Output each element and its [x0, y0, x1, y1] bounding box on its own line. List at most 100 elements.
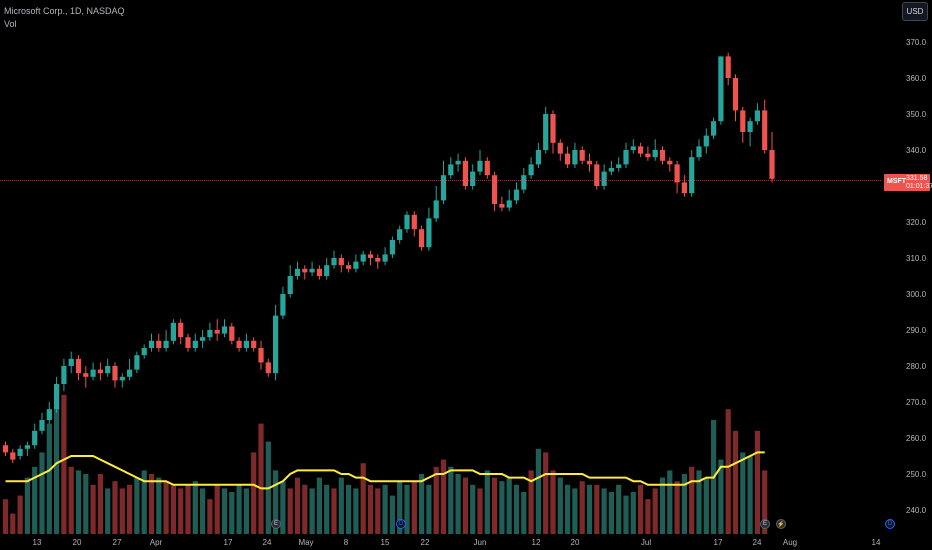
candle-body: [645, 153, 651, 158]
candle-body: [214, 330, 220, 334]
candle-body: [302, 268, 308, 273]
candle-body: [134, 355, 140, 370]
volume-bar: [127, 484, 133, 534]
volume-bar: [725, 409, 731, 534]
candle: [404, 211, 410, 233]
time-axis[interactable]: 13 20 27 Apr 17 24 May 8 15 22 Jun 12 20 Jul 17 24 Aug 14: [33, 538, 881, 547]
candle-body: [2, 445, 9, 453]
candle: [652, 139, 658, 161]
candle: [316, 265, 322, 280]
price-tick-label: 300.0: [906, 290, 927, 299]
volume-bar: [667, 470, 673, 534]
volume-bar: [740, 452, 746, 534]
volume-bar: [324, 484, 330, 534]
candle: [572, 142, 578, 168]
candle-body: [338, 258, 344, 266]
volume-bar: [185, 484, 191, 534]
candle-body: [433, 200, 439, 219]
candle: [156, 333, 162, 352]
time-tick-label: Jun: [474, 538, 487, 547]
candle-body: [543, 114, 549, 150]
candle-body: [769, 150, 775, 179]
time-tick-label: May: [298, 538, 313, 547]
candle-body: [265, 362, 271, 374]
time-tick-label: 14: [872, 538, 881, 547]
candle: [39, 412, 45, 435]
candle-body: [24, 445, 30, 449]
volume-bar: [24, 477, 30, 534]
volume-bar: [455, 474, 461, 534]
candle-body: [46, 409, 52, 420]
candle: [681, 175, 687, 197]
volume-bar: [594, 484, 600, 534]
volume-bar: [243, 488, 249, 534]
candle: [674, 160, 680, 194]
volume-bar: [616, 484, 622, 534]
time-tick-label: 27: [113, 538, 122, 547]
candle: [360, 250, 366, 266]
candle-body: [105, 366, 111, 374]
split-marker[interactable]: ⚡: [776, 519, 786, 529]
volume-bars: [2, 394, 768, 534]
candle-body: [309, 268, 315, 273]
price-tick-label: 280.0: [906, 362, 927, 371]
time-tick-label: 20: [571, 538, 580, 547]
volume-bar: [645, 499, 651, 534]
candle: [762, 99, 768, 154]
candle: [696, 139, 702, 161]
volume-bar: [543, 452, 549, 534]
candle-body: [732, 78, 739, 111]
candle: [127, 358, 133, 381]
dividend-marker-1[interactable]: D: [396, 519, 406, 529]
candle: [455, 153, 461, 172]
volume-bar: [338, 477, 344, 534]
candle: [601, 164, 607, 190]
volume-bar: [68, 466, 74, 534]
volume-bar: [484, 470, 490, 534]
volume-bar: [302, 484, 308, 534]
candle: [287, 265, 293, 298]
candle-body: [90, 369, 96, 377]
volume-bar: [557, 477, 563, 534]
candle-body: [39, 420, 45, 431]
candle-body: [754, 110, 760, 122]
candle: [747, 117, 753, 147]
candle: [229, 322, 235, 345]
volume-bar: [462, 477, 468, 534]
volume-bar: [54, 405, 60, 534]
price-axis[interactable]: 370.0360.0350.0340.0330.0320.0310.0300.0…: [906, 38, 927, 515]
volume-bar: [229, 492, 235, 534]
earnings-marker-1[interactable]: E: [271, 519, 281, 529]
volume-bar: [346, 484, 352, 534]
price-candles: [2, 52, 775, 464]
candle: [251, 337, 257, 352]
candle-body: [367, 254, 374, 258]
candle-body: [32, 430, 38, 446]
candle: [258, 340, 264, 370]
candle: [163, 330, 169, 352]
candle: [221, 319, 228, 338]
candle: [586, 153, 593, 172]
currency-button[interactable]: USD: [902, 2, 928, 21]
volume-bar: [506, 477, 512, 534]
candle: [426, 207, 432, 251]
candle-body: [470, 171, 476, 186]
dividend-marker-2[interactable]: D: [885, 519, 895, 529]
candle: [397, 225, 403, 244]
candle: [134, 351, 140, 374]
candle-body: [54, 384, 60, 410]
candle: [711, 117, 717, 140]
candle: [200, 330, 206, 348]
candle: [440, 160, 447, 204]
price-tick-label: 370.0: [906, 38, 927, 47]
volume-bar: [572, 488, 578, 534]
candle-body: [112, 366, 118, 381]
candle-body: [623, 150, 629, 165]
volume-bar: [156, 477, 162, 534]
candle-body: [192, 340, 198, 348]
volume-moving-average-line: [5, 451, 765, 490]
earnings-marker-2[interactable]: E: [760, 519, 770, 529]
candle-body: [251, 340, 257, 348]
candle: [294, 261, 301, 280]
